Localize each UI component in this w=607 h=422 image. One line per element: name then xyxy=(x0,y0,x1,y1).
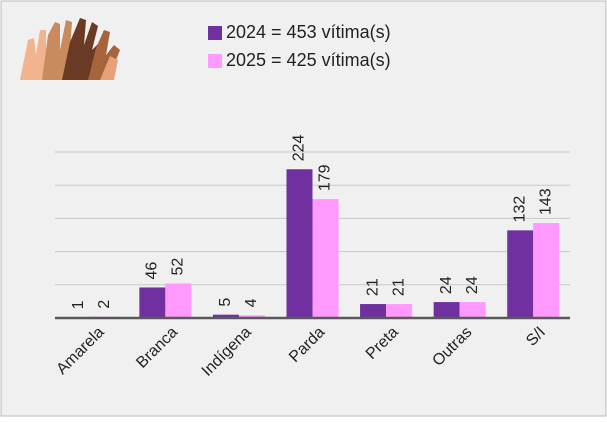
legend-label: 2024 = 453 vítima(s) xyxy=(226,22,391,42)
data-label: 24 xyxy=(438,276,455,294)
bar xyxy=(360,304,387,318)
data-label: 24 xyxy=(464,276,481,294)
hands-icon xyxy=(20,18,120,80)
data-label: 5 xyxy=(217,298,234,307)
bar xyxy=(386,304,413,318)
data-label: 179 xyxy=(317,164,334,191)
bar xyxy=(507,230,534,318)
data-label: 4 xyxy=(243,298,260,307)
bar xyxy=(165,283,192,318)
data-label: 21 xyxy=(390,278,407,296)
data-label: 224 xyxy=(291,134,308,161)
legend-swatch xyxy=(208,26,222,40)
bar xyxy=(212,314,239,318)
data-label: 21 xyxy=(364,278,381,296)
data-label: 132 xyxy=(511,196,528,223)
bar xyxy=(286,169,313,318)
legend-swatch xyxy=(208,54,222,68)
bar xyxy=(533,223,560,318)
data-label: 46 xyxy=(144,262,161,280)
bar xyxy=(312,199,339,318)
bar xyxy=(238,315,265,318)
bar xyxy=(459,302,486,318)
data-label: 143 xyxy=(537,188,554,215)
legend-label: 2025 = 425 vítima(s) xyxy=(226,50,391,70)
data-label: 2 xyxy=(96,300,113,309)
data-label: 1 xyxy=(70,300,87,309)
bar xyxy=(139,287,166,318)
bar xyxy=(433,302,460,318)
data-label: 52 xyxy=(170,258,187,276)
